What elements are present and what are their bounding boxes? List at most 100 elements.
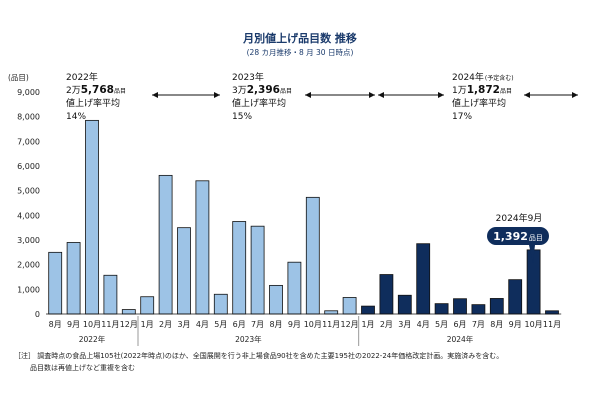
y-tick-label: 1,000	[17, 285, 40, 294]
arrow-head-left	[378, 92, 384, 98]
bar-2023年-1月	[140, 296, 155, 315]
x-axis-labels: 8月 9月 10月 11月 12月 1月 2月 3月 4月 5月 6月 7月 8月 9月 10月 11月 12月…	[49, 320, 561, 329]
bar-2024年-5月	[434, 303, 449, 315]
note-line-2: 品目数は再値上げなど重複を含む	[30, 363, 135, 372]
annotation-avg-label: 値上げ率平均	[452, 97, 506, 109]
bar-2024年-7月	[471, 304, 486, 315]
x-tick-label: 7月	[472, 320, 485, 329]
arrow-head-right	[572, 92, 578, 98]
callout-value: 1,392品目	[493, 230, 543, 243]
annotation-total: 2万5,768品目	[66, 84, 126, 96]
arrow-head-right	[438, 92, 444, 98]
annotation-year: 2022年	[66, 71, 98, 83]
bar-2023年-10月	[305, 196, 320, 315]
y-tick-label: 7,000	[17, 137, 40, 146]
bars	[46, 119, 562, 315]
bar-2024年-1月	[361, 305, 375, 315]
callout: 2024年9月 1,392品目	[487, 212, 549, 263]
bar-2022年-11月	[103, 274, 118, 315]
arrow-head-left	[305, 92, 311, 98]
bar-2024年-9月	[508, 279, 523, 315]
annotation-avg-value: 14%	[66, 112, 86, 122]
year-label: 2023年	[235, 334, 262, 344]
annotation-total: 1万1,872品目	[452, 84, 512, 96]
bar-2023年-8月	[269, 284, 283, 315]
x-tick-label: 1月	[361, 320, 374, 329]
y-tick-label: 2,000	[17, 261, 40, 270]
x-tick-label: 6月	[233, 320, 246, 329]
arrow-head-left	[152, 92, 158, 98]
bar-2024年-11月	[545, 310, 559, 315]
year-label: 2022年	[79, 334, 106, 344]
callout-label: 2024年9月	[496, 212, 543, 224]
bar-2023年-4月	[195, 180, 210, 315]
bar-2024年-4月	[416, 243, 431, 315]
bar-2023年-5月	[213, 293, 228, 315]
x-tick-label: 11月	[322, 320, 340, 329]
bar-2022年-9月	[66, 242, 81, 315]
x-tick-label: 12月	[341, 320, 359, 329]
bar-2023年-6月	[232, 221, 247, 315]
x-tick-label: 11月	[543, 320, 561, 329]
annotation-total: 3万2,396品目	[232, 84, 292, 96]
x-tick-label: 6月	[453, 320, 466, 329]
x-tick-label: 4月	[417, 320, 430, 329]
y-tick-label: 9,000	[17, 88, 40, 97]
y-axis-unit: (品目)	[8, 73, 29, 82]
callout-pill	[487, 227, 549, 245]
x-tick-label: 3月	[398, 320, 411, 329]
x-tick-label: 4月	[196, 320, 209, 329]
x-tick-label: 1月	[141, 320, 154, 329]
bar-2023年-11月	[324, 310, 339, 315]
annotation-avg-label: 値上げ率平均	[66, 97, 120, 109]
y-axis-ticks: 0 1,000 2,000 3,000 4,000 5,000 6,000 7,000 8,00…	[17, 88, 40, 319]
arrow-head-left	[524, 92, 530, 98]
x-tick-label: 8月	[490, 320, 503, 329]
bar-2024年-6月	[453, 298, 467, 315]
bar-2022年-10月	[85, 119, 99, 315]
y-tick-label: 6,000	[17, 162, 40, 171]
x-tick-label: 10月	[525, 320, 543, 329]
bar-2022年-8月	[48, 251, 63, 315]
x-tick-label: 9月	[67, 320, 80, 329]
arrow-head-right	[369, 92, 375, 98]
year-label: 2024年	[447, 334, 474, 344]
x-tick-label: 8月	[49, 320, 62, 329]
year-bands: 2022年 2023年 2024年	[79, 316, 474, 346]
annotation-avg-value: 15%	[232, 112, 252, 122]
annotation-avg-value: 17%	[452, 112, 472, 122]
x-tick-label: 9月	[288, 320, 301, 329]
bar-2023年-9月	[287, 261, 302, 315]
x-tick-label: 8月	[269, 320, 282, 329]
x-tick-label: 11月	[101, 320, 119, 329]
arrow-head-right	[214, 92, 220, 98]
bar-2024年-10月	[526, 249, 541, 315]
bar-2024年-3月	[397, 294, 412, 315]
y-tick-label: 5,000	[17, 187, 40, 196]
x-tick-label: 3月	[177, 320, 190, 329]
y-tick-label: 4,000	[17, 211, 40, 220]
bar-2024年-2月	[379, 274, 394, 315]
annotation-year: 2023年	[232, 71, 264, 83]
x-tick-label: 9月	[509, 320, 522, 329]
annotation-tag: (予定含む)	[485, 74, 514, 82]
x-tick-label: 10月	[83, 320, 101, 329]
chart-subtitle: (28 カ月推移・8 月 30 日時点)	[247, 47, 354, 57]
bar-2023年-12月	[342, 297, 357, 315]
bar-2024年-8月	[489, 298, 504, 315]
chart-title: 月別値上げ品目数 推移	[242, 31, 357, 45]
bar-2023年-2月	[158, 174, 173, 315]
note-line-1: ［注］ 調査時点の食品上場105社(2022年時点)のほか、全国展開を行う非上場…	[14, 351, 503, 360]
annotation-year: 2024年(予定含む)	[452, 71, 514, 83]
y-tick-label: 3,000	[17, 236, 40, 245]
callout-pointer	[529, 245, 535, 263]
y-tick-label: 0	[35, 310, 40, 319]
x-tick-label: 2月	[159, 320, 172, 329]
bar-2023年-3月	[177, 227, 191, 315]
annotation-avg-label: 値上げ率平均	[232, 97, 286, 109]
x-tick-label: 2月	[380, 320, 393, 329]
bar-2023年-7月	[250, 225, 265, 315]
